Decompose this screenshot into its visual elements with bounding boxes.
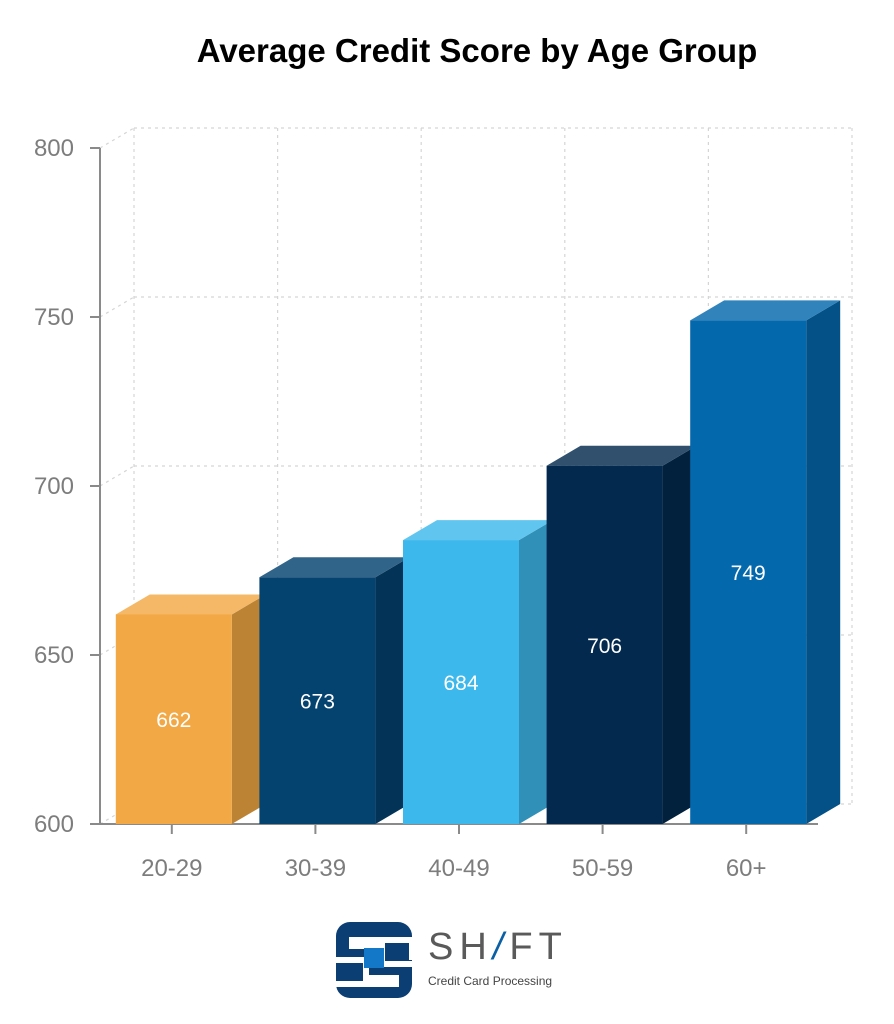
y-tick-label: 600 xyxy=(34,811,74,838)
logo-tagline: Credit Card Processing xyxy=(428,974,553,988)
x-tick-label: 60+ xyxy=(726,855,767,882)
bar-side xyxy=(806,300,841,824)
bar-front xyxy=(115,614,232,824)
x-tick-label: 50-59 xyxy=(572,855,633,882)
y-tick-label: 800 xyxy=(34,135,74,162)
bar-50-59 xyxy=(546,445,697,824)
bar-40-49 xyxy=(403,520,553,824)
bar-value-label: 706 xyxy=(587,635,622,658)
bar-value-label: 673 xyxy=(300,691,335,714)
logo-brand-name: SH/FT xyxy=(428,926,568,968)
gridline-depth xyxy=(99,127,135,149)
bar-front xyxy=(259,577,376,824)
gridline-depth xyxy=(99,465,135,487)
bar-front xyxy=(403,540,519,824)
bar-top xyxy=(546,445,697,466)
bar-top xyxy=(259,557,410,578)
chart-title: Average Credit Score by Age Group xyxy=(196,32,758,69)
bar-front xyxy=(546,465,663,824)
shift-logo: SH/FT Credit Card Processing xyxy=(334,920,574,1000)
bar-side xyxy=(662,445,697,824)
y-tick-label: 750 xyxy=(34,304,74,331)
x-tick-label: 30-39 xyxy=(285,855,346,882)
bar-60+ xyxy=(690,300,841,824)
x-tick-label: 40-49 xyxy=(428,855,489,882)
bar-side xyxy=(375,557,410,824)
shift-logo-icon xyxy=(336,922,415,998)
y-tick-label: 650 xyxy=(34,642,74,669)
bar-side xyxy=(519,520,553,824)
bar-20-29 xyxy=(115,594,266,824)
bar-top xyxy=(403,520,553,541)
bar-front xyxy=(690,320,807,824)
bar-top xyxy=(690,300,841,321)
bar-top xyxy=(115,594,266,615)
bar-chart: 600 650 700 750 800 662 20-29 673 30-39 684 40-49 7… xyxy=(34,127,853,882)
bar-value-label: 749 xyxy=(731,562,766,585)
labels: 600 650 700 750 800 662 20-29 673 30-39 684 40-49 7… xyxy=(34,135,767,882)
bar-30-39 xyxy=(259,557,410,824)
bar-side xyxy=(231,594,266,824)
bar-value-label: 684 xyxy=(443,672,478,695)
y-tick-label: 700 xyxy=(34,473,74,500)
gridline-depth xyxy=(99,296,135,318)
x-tick-label: 20-29 xyxy=(141,855,202,882)
bar-value-label: 662 xyxy=(156,709,191,732)
bars xyxy=(115,300,841,824)
